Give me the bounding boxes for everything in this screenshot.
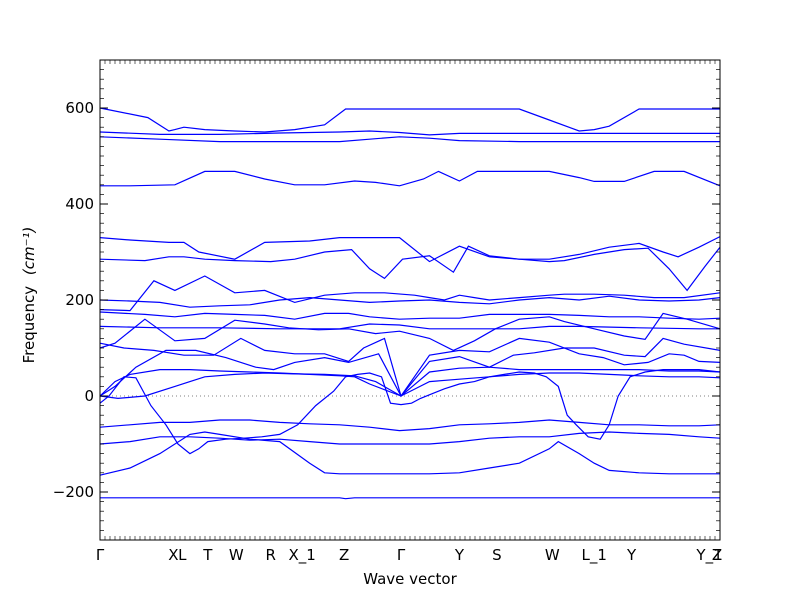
x-tick-label: Γ bbox=[96, 546, 105, 564]
plot-frame bbox=[99, 59, 721, 541]
y-tick-label: −200 bbox=[53, 483, 94, 501]
band-line-3 bbox=[99, 136, 720, 143]
band-line-16 bbox=[99, 369, 721, 455]
band-line-19 bbox=[99, 419, 721, 432]
band-line-20 bbox=[100, 497, 720, 500]
x-tick-label: L_1 bbox=[581, 546, 606, 565]
x-axis-label: Wave vector bbox=[363, 570, 457, 588]
band-line-12 bbox=[99, 337, 721, 398]
band-line-11 bbox=[99, 312, 721, 352]
band-line-13 bbox=[99, 337, 721, 398]
band-line-7 bbox=[99, 275, 721, 312]
band-line-10 bbox=[99, 323, 720, 330]
y-axis-label-unit: (cm⁻¹) bbox=[20, 227, 38, 276]
x-tick-label: W bbox=[229, 546, 244, 564]
x-tick-label: Y_1 bbox=[695, 546, 722, 565]
y-tick-label: 400 bbox=[65, 195, 94, 213]
band-line-15 bbox=[99, 372, 721, 400]
band-line-14 bbox=[99, 366, 721, 397]
x-tick-label: Γ bbox=[397, 546, 406, 564]
plot-area bbox=[99, 59, 721, 541]
x-tick-label: X_1 bbox=[289, 546, 316, 565]
x-tick-label: T bbox=[202, 546, 213, 564]
y-tick-label: 200 bbox=[65, 291, 94, 309]
y-axis-label: Frequency (cm⁻¹) bbox=[20, 227, 38, 364]
band-line-4 bbox=[100, 170, 721, 187]
x-tick-label: S bbox=[492, 546, 502, 564]
y-axis-label-text: Frequency bbox=[20, 286, 38, 364]
y-tick-label: 0 bbox=[84, 387, 94, 405]
band-line-2 bbox=[99, 130, 720, 136]
x-tick-label: Y bbox=[454, 546, 465, 564]
band-line-6 bbox=[99, 245, 721, 292]
band-line-8 bbox=[99, 295, 721, 308]
x-axis: Γ X L T W R X_1 Z Γ Y S W L_1 Y Y_1Z bbox=[96, 60, 723, 565]
x-tick-label: W bbox=[545, 546, 560, 564]
band-line-5 bbox=[99, 236, 721, 263]
band-line-17 bbox=[99, 431, 720, 476]
band-lines bbox=[99, 107, 721, 500]
x-tick-label: Z bbox=[339, 546, 349, 564]
x-tick-label: Y bbox=[626, 546, 637, 564]
band-line-1 bbox=[99, 107, 720, 133]
band-line-18 bbox=[99, 431, 721, 445]
y-axis: 600 400 200 0 −200 bbox=[53, 59, 720, 541]
x-tick-label: R bbox=[266, 546, 276, 564]
x-tick-label: X bbox=[168, 546, 178, 564]
band-line-9 bbox=[99, 311, 721, 320]
x-tick-label: Z bbox=[712, 546, 722, 564]
x-tick-label: L bbox=[178, 546, 187, 564]
y-tick-label: 600 bbox=[65, 99, 94, 117]
